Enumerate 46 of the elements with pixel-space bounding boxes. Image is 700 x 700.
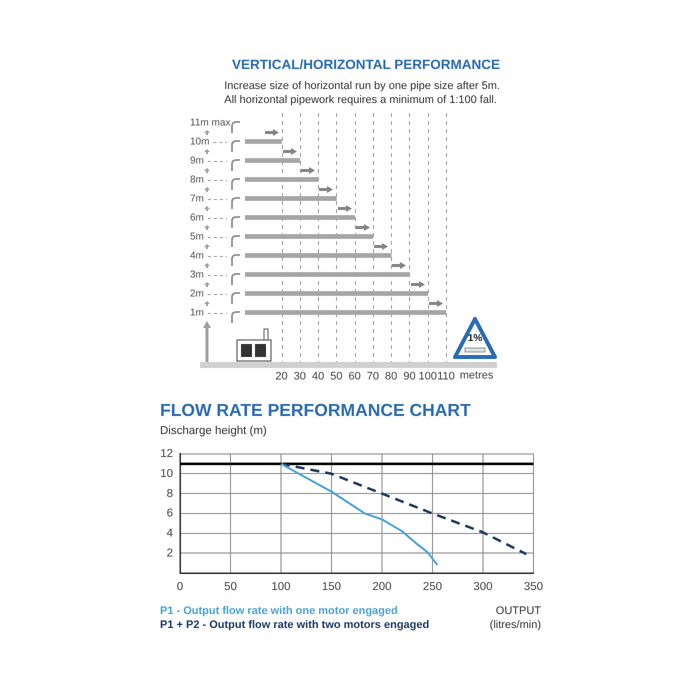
x-axis-title: metres [460, 370, 494, 382]
y-tick-label: 10 [160, 468, 173, 480]
line-series [280, 462, 528, 556]
text: P1 - Output flow rate with one motor engaged [160, 604, 399, 618]
chart-title: VERTICAL/HORIZONTAL PERFORMANCE [232, 57, 500, 72]
y-tick-label: 5m [190, 231, 204, 242]
x-tick-label: 20 [275, 370, 288, 383]
x-tick-label: 250 [422, 581, 442, 594]
y-tick-label: 12 [160, 448, 173, 460]
bar [245, 272, 410, 277]
chart-title: FLOW RATE PERFORMANCE CHART [160, 400, 471, 421]
y-tick-label: 4m [190, 250, 204, 262]
x-tick-label: 30 [294, 370, 306, 383]
y-axis-title: Discharge height (m) [160, 425, 267, 437]
y-tick-label: 4 [166, 527, 174, 540]
y-tick-label: 11m max [190, 117, 230, 128]
x-tick-label: 60 [348, 370, 361, 383]
x-tick-label: 150 [322, 581, 342, 594]
x-tick-label: 70 [366, 370, 380, 383]
x-tick-label: 110 [437, 370, 455, 383]
x-tick-label: 350 [524, 581, 543, 594]
y-tick-label: 2 [166, 547, 173, 560]
y-tick-label: 7m [190, 193, 204, 204]
y-tick-label: 9m [190, 155, 204, 166]
y-tick-label: 6m [190, 212, 204, 224]
text: 1% [468, 333, 482, 344]
x-tick-label: 50 [224, 581, 237, 594]
x-tick-label: 300 [473, 581, 493, 594]
chart-subtitle: Increase size of horizontal run by one pipe size after 5m. All horizontal pipework requires a minimum of 1:100 fall. [224, 79, 500, 107]
y-tick-label: 2m [190, 288, 204, 300]
y-tick-label: 8m [190, 174, 204, 186]
y-tick-label: 1m [190, 307, 204, 318]
y-tick-label: 3m [190, 269, 204, 280]
y-tick-label: 10m [190, 136, 210, 148]
x-tick-label: 90 [403, 370, 416, 383]
x-axis-title: OUTPUT (litres/min) [488, 604, 541, 632]
x-tick-label: 0 [176, 581, 184, 594]
x-tick-label: 100 [271, 581, 291, 594]
y-tick-label: 8 [166, 488, 173, 500]
x-tick-label: 40 [312, 370, 324, 383]
y-tick-label: 6 [166, 508, 173, 520]
x-tick-label: 100 [418, 370, 437, 383]
x-tick-label: 80 [385, 370, 398, 383]
x-tick-label: 50 [330, 370, 342, 383]
x-tick-label: 200 [372, 581, 392, 594]
text: P1 + P2 - Output flow rate with two motors engaged [160, 618, 430, 632]
